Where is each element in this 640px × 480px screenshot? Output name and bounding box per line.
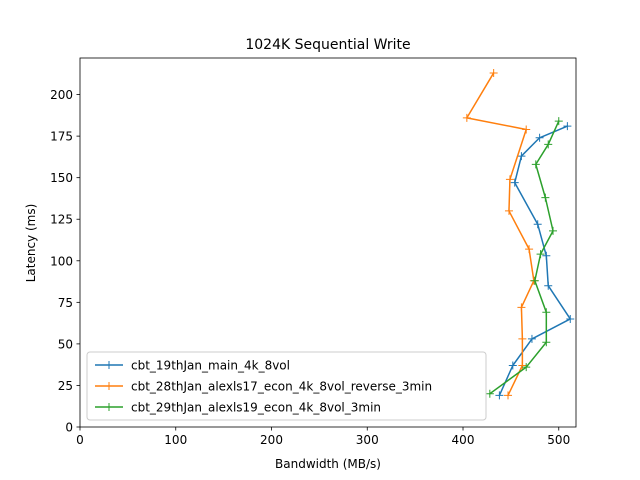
data-point-2-8 [531,160,540,169]
legend-marker-2 [105,403,113,411]
y-tick-label-4: 100 [50,254,73,268]
data-point-0-2 [527,334,536,343]
data-point-2-10 [554,117,563,126]
data-point-1-1 [518,361,527,370]
series-1 [462,68,538,400]
series-2 [485,117,563,398]
y-tick-label-5: 125 [50,213,73,227]
data-point-0-0 [495,391,504,400]
y-tick-label-1: 25 [58,379,73,393]
data-point-0-6 [533,220,542,229]
data-point-0-1 [508,361,517,370]
y-tick-label-3: 75 [58,296,73,310]
data-point-2-5 [536,250,545,259]
legend-box [86,351,487,421]
data-point-2-1 [522,363,531,372]
data-point-2-6 [549,226,558,235]
y-tick-label-6: 150 [50,171,73,185]
x-tick-label-1: 100 [164,433,187,447]
x-tick-label-2: 200 [260,433,283,447]
data-point-1-6 [504,206,513,215]
x-tick-label-0: 0 [76,433,84,447]
data-point-2-2 [542,338,551,347]
data-point-2-4 [530,276,539,285]
data-point-2-7 [541,193,550,202]
legend-label-2: cbt_29thJan_alexls19_econ_4k_8vol_3min [131,401,381,415]
x-tick-label-3: 300 [356,433,379,447]
x-tick-label-4: 400 [452,433,475,447]
data-point-0-3 [566,314,575,323]
data-point-0-4 [544,281,553,290]
data-point-1-0 [504,391,513,400]
data-point-1-3 [517,303,526,312]
y-axis-label: Latency (ms) [24,204,38,283]
data-point-1-7 [505,175,514,184]
legend-label-0: cbt_19thJan_main_4k_8vol [131,359,290,373]
data-point-2-0 [485,389,494,398]
axes-frame [79,57,577,428]
y-tick-label-0: 0 [65,421,73,435]
series-0 [495,122,575,400]
data-point-0-9 [535,133,544,142]
data-point-2-3 [542,308,551,317]
legend-marker-1 [105,382,113,390]
data-point-0-7 [510,178,519,187]
legend-marker-0 [105,361,113,369]
data-point-1-5 [525,245,534,254]
data-point-0-5 [542,251,551,260]
y-tick-label-2: 50 [58,337,73,351]
y-tick-label-8: 200 [50,88,73,102]
data-point-1-10 [489,68,498,77]
legend: cbt_19thJan_main_4k_8vol cbt_28thJan_alex… [86,351,487,421]
y-tick-label-7: 175 [50,130,73,144]
x-tick-label-5: 500 [547,433,570,447]
legend-label-1: cbt_28thJan_alexls17_econ_4k_8vol_revers… [131,380,432,394]
data-point-1-8 [522,125,531,134]
x-axis-label: Bandwidth (MB/s) [275,457,381,471]
data-point-1-9 [462,113,471,122]
data-point-1-2 [518,334,527,343]
plot-area: 0 100 200 300 400 500 0 25 50 75 100 125 150 175 200 [50,57,577,447]
data-point-0-8 [517,152,526,161]
data-point-0-10 [563,122,572,131]
chart-title: 1024K Sequential Write [245,37,410,53]
data-point-2-9 [544,140,553,149]
